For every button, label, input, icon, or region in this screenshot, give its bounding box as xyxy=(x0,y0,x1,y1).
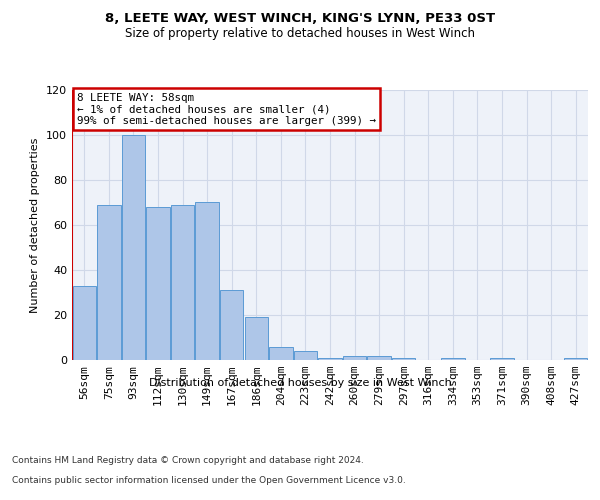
Bar xyxy=(392,358,415,360)
Text: Size of property relative to detached houses in West Winch: Size of property relative to detached ho… xyxy=(125,28,475,40)
Bar xyxy=(367,356,391,360)
Bar xyxy=(319,358,341,360)
Bar xyxy=(122,135,145,360)
Text: 8 LEETE WAY: 58sqm
← 1% of detached houses are smaller (4)
99% of semi-detached : 8 LEETE WAY: 58sqm ← 1% of detached hous… xyxy=(77,92,376,126)
Bar xyxy=(171,205,194,360)
Bar xyxy=(269,346,293,360)
Y-axis label: Number of detached properties: Number of detached properties xyxy=(31,138,40,312)
Bar xyxy=(294,351,317,360)
Bar xyxy=(97,205,121,360)
Bar xyxy=(490,358,514,360)
Bar xyxy=(146,207,170,360)
Text: Contains public sector information licensed under the Open Government Licence v3: Contains public sector information licen… xyxy=(12,476,406,485)
Bar xyxy=(196,202,219,360)
Text: 8, LEETE WAY, WEST WINCH, KING'S LYNN, PE33 0ST: 8, LEETE WAY, WEST WINCH, KING'S LYNN, P… xyxy=(105,12,495,26)
Bar xyxy=(220,290,244,360)
Bar xyxy=(343,356,366,360)
Bar xyxy=(441,358,464,360)
Text: Distribution of detached houses by size in West Winch: Distribution of detached houses by size … xyxy=(149,378,451,388)
Bar xyxy=(245,318,268,360)
Bar xyxy=(73,286,96,360)
Bar xyxy=(564,358,587,360)
Text: Contains HM Land Registry data © Crown copyright and database right 2024.: Contains HM Land Registry data © Crown c… xyxy=(12,456,364,465)
